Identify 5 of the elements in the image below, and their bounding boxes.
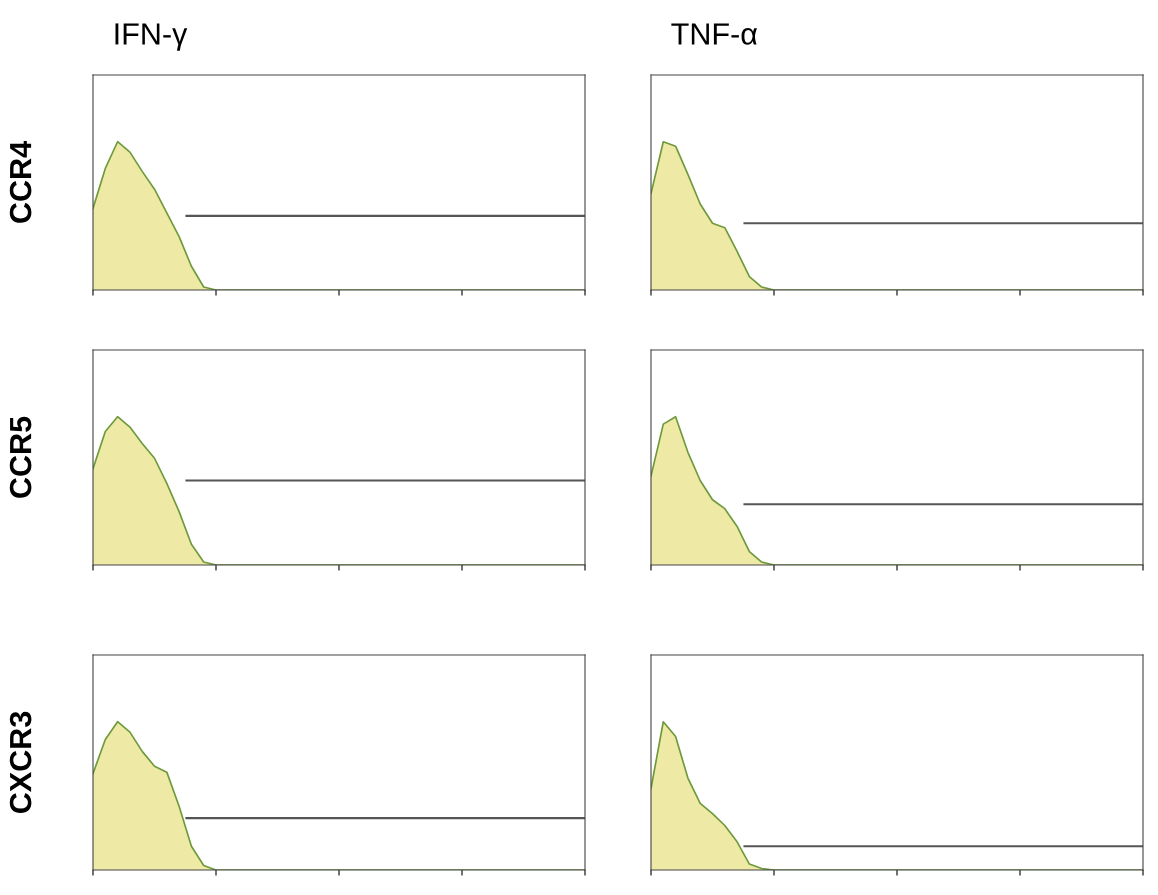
- chart-title: TNF-α: [671, 23, 758, 45]
- y-axis-title: CCR4: [9, 141, 32, 223]
- chart-title: IFN-γ: [115, 23, 188, 51]
- y-axis-title: CCR5: [9, 416, 32, 498]
- y-axis-title: CXCR3: [9, 711, 32, 814]
